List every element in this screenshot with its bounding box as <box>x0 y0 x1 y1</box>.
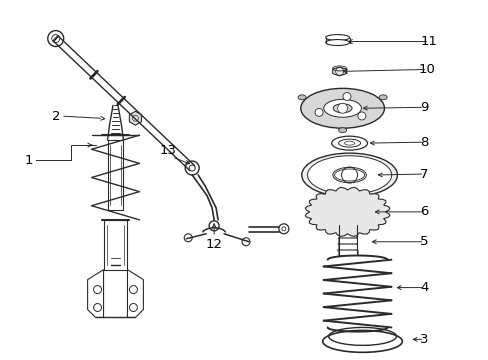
Polygon shape <box>305 188 389 237</box>
Text: 2: 2 <box>52 110 61 123</box>
Text: 12: 12 <box>205 238 222 251</box>
Text: 4: 4 <box>419 281 427 294</box>
Ellipse shape <box>337 248 357 253</box>
Ellipse shape <box>338 236 356 241</box>
Bar <box>338 238 356 243</box>
Text: 11: 11 <box>420 35 437 48</box>
Ellipse shape <box>337 242 356 247</box>
Text: 8: 8 <box>419 136 427 149</box>
Ellipse shape <box>339 224 355 229</box>
Ellipse shape <box>323 198 371 226</box>
Ellipse shape <box>307 156 391 194</box>
Ellipse shape <box>339 207 355 217</box>
Bar <box>338 232 356 237</box>
Bar <box>337 250 357 255</box>
Text: 6: 6 <box>419 205 427 219</box>
Circle shape <box>185 161 199 175</box>
Text: 7: 7 <box>419 167 427 180</box>
Text: 9: 9 <box>419 101 427 114</box>
Text: 5: 5 <box>419 235 427 248</box>
Circle shape <box>314 108 323 116</box>
Ellipse shape <box>378 95 386 100</box>
Text: 13: 13 <box>160 144 177 157</box>
Ellipse shape <box>338 128 346 133</box>
Bar <box>339 226 355 231</box>
Ellipse shape <box>301 153 397 197</box>
Bar <box>103 220 127 270</box>
Polygon shape <box>129 111 141 125</box>
Ellipse shape <box>298 95 305 100</box>
Polygon shape <box>87 270 103 318</box>
Ellipse shape <box>338 139 360 147</box>
Text: 1: 1 <box>24 154 33 167</box>
Circle shape <box>357 112 365 120</box>
Ellipse shape <box>325 35 349 41</box>
Ellipse shape <box>332 104 351 113</box>
Ellipse shape <box>300 88 384 128</box>
Ellipse shape <box>338 230 356 235</box>
Circle shape <box>342 93 350 100</box>
Bar <box>107 140 123 210</box>
Ellipse shape <box>331 136 367 150</box>
Polygon shape <box>127 270 143 318</box>
Text: 3: 3 <box>419 333 427 346</box>
Circle shape <box>337 103 347 113</box>
Ellipse shape <box>323 99 361 117</box>
Bar <box>337 244 356 249</box>
Polygon shape <box>332 67 346 76</box>
Ellipse shape <box>325 40 349 45</box>
Text: 10: 10 <box>418 63 435 76</box>
